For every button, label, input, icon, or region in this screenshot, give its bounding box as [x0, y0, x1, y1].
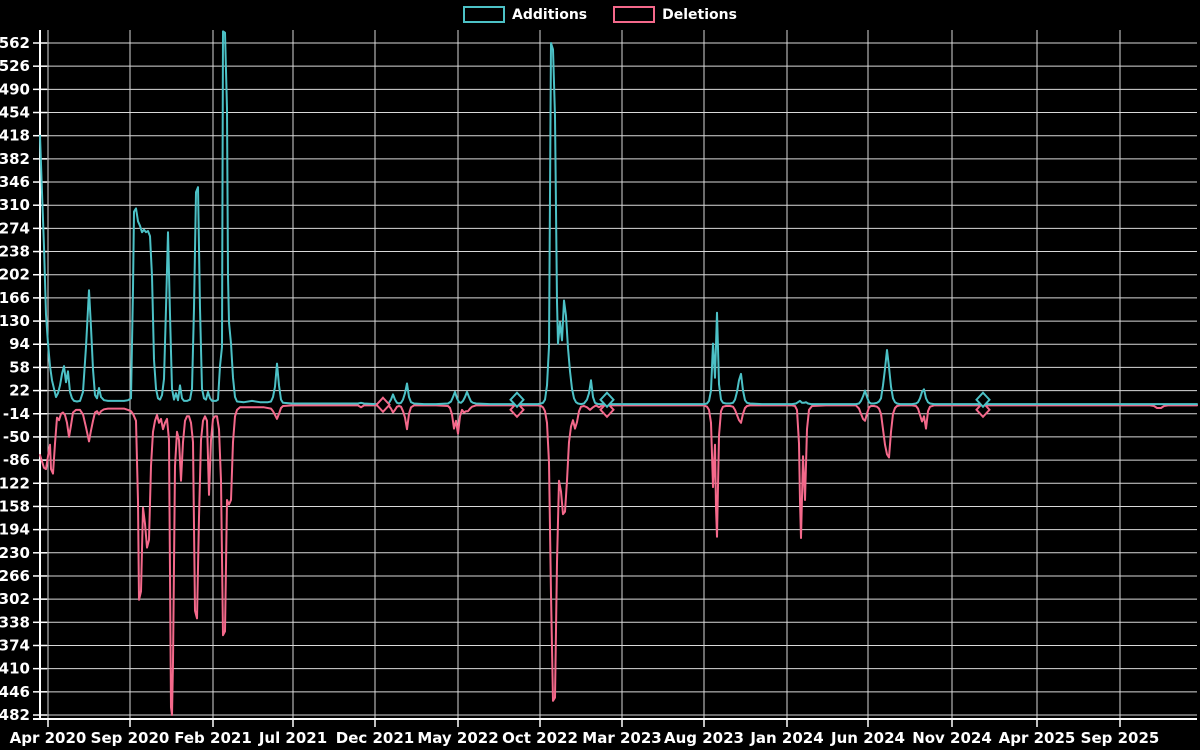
- y-axis-label: -338: [0, 613, 30, 631]
- y-axis-label: 22: [9, 382, 30, 400]
- point-marker-deletions: [975, 401, 991, 419]
- x-axis-label: Jun 2024: [830, 729, 905, 747]
- x-axis-label: Sep 2020: [91, 729, 170, 747]
- series-line-deletions: [39, 404, 1198, 716]
- additions-swatch-icon: [463, 6, 506, 23]
- deletions-swatch-icon: [613, 6, 656, 23]
- y-axis-label: 526: [0, 57, 30, 75]
- y-axis-label: 166: [0, 289, 30, 307]
- y-axis-label: 418: [0, 127, 30, 145]
- y-axis-label: -122: [0, 474, 30, 492]
- x-axis-label: Apr 2025: [999, 729, 1076, 747]
- point-marker-additions: [599, 391, 615, 409]
- x-axis-label: Nov 2024: [912, 729, 992, 747]
- x-axis-label: May 2022: [417, 729, 498, 747]
- legend-item-deletions[interactable]: Deletions: [613, 6, 737, 23]
- x-axis-label: Aug 2023: [664, 729, 744, 747]
- y-axis-label: -446: [0, 683, 30, 701]
- y-axis-label: -482: [0, 706, 30, 724]
- y-axis-label: 382: [0, 150, 30, 168]
- y-axis-label: -266: [0, 567, 30, 585]
- y-axis-label: -374: [0, 636, 30, 654]
- point-marker-deletions: [375, 396, 391, 414]
- legend-label-deletions: Deletions: [662, 6, 737, 23]
- y-axis-label: -86: [3, 451, 30, 469]
- legend-label-additions: Additions: [512, 6, 588, 23]
- y-axis-label: -302: [0, 590, 30, 608]
- y-axis-label: -14: [3, 405, 30, 423]
- y-axis-label: 94: [9, 335, 30, 353]
- x-axis-label: Mar 2023: [582, 729, 661, 747]
- y-axis-label: 346: [0, 173, 30, 191]
- x-axis-label: Apr 2020: [10, 729, 87, 747]
- legend-item-additions[interactable]: Additions: [463, 6, 587, 23]
- y-axis-label: 58: [9, 358, 30, 376]
- y-axis-label: 274: [0, 219, 30, 237]
- point-marker-deletions: [599, 401, 615, 419]
- point-marker-additions: [975, 391, 991, 409]
- x-axis-label: Dec 2021: [336, 729, 415, 747]
- y-axis-label: -194: [0, 521, 30, 539]
- y-axis-label: -410: [0, 660, 30, 678]
- x-axis-label: Jan 2024: [749, 729, 823, 747]
- y-axis-label: 490: [0, 80, 30, 98]
- y-axis-label: -230: [0, 544, 30, 562]
- x-axis-label: Sep 2025: [1081, 729, 1160, 747]
- y-axis-label: -50: [3, 428, 30, 446]
- x-axis-label: Oct 2022: [502, 729, 578, 747]
- y-axis-label: 238: [0, 243, 30, 261]
- y-axis-label: 562: [0, 34, 30, 52]
- y-axis-label: 310: [0, 196, 30, 214]
- series-line-additions: [39, 30, 1198, 406]
- chart-legend: Additions Deletions: [0, 6, 1200, 23]
- y-axis-label: -158: [0, 497, 30, 515]
- y-axis-label: 130: [0, 312, 30, 330]
- x-axis-label: Jul 2021: [258, 729, 327, 747]
- point-marker-deletions: [509, 401, 525, 419]
- x-axis-label: Feb 2021: [174, 729, 252, 747]
- y-axis-label: 202: [0, 266, 30, 284]
- point-marker-additions: [509, 391, 525, 409]
- y-axis-label: 454: [0, 104, 30, 122]
